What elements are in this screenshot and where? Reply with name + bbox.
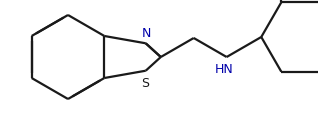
Text: N: N <box>142 27 151 40</box>
Text: HN: HN <box>214 62 233 75</box>
Text: S: S <box>141 76 149 89</box>
